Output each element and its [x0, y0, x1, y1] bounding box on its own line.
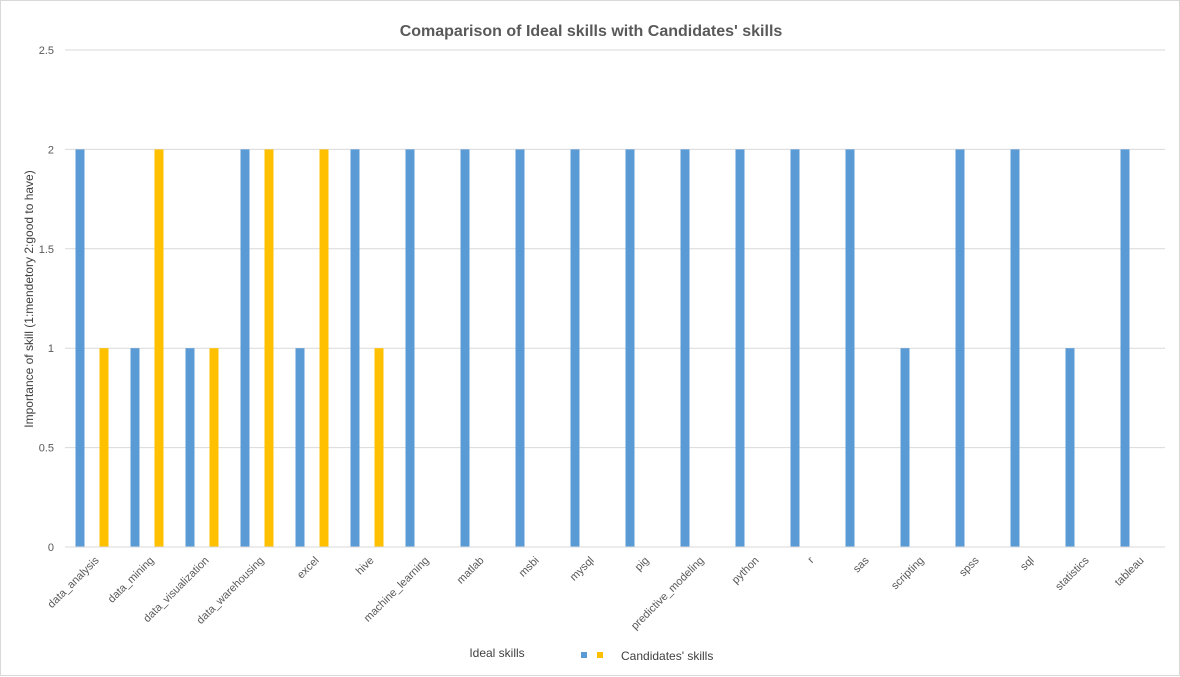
x-tick-label: r [806, 554, 817, 565]
x-axis-ticks: data_analysis data_miningdata_visualizati… [46, 554, 1147, 632]
bar-series-2-data_visualization [209, 348, 219, 547]
x-tick-label: tableau [1113, 555, 1147, 589]
x-tick-label: data_mining [106, 555, 157, 606]
bar-series-1-msbi [515, 149, 525, 547]
bar-series-1-machine_learning [405, 149, 415, 547]
x-tick-label: hive [354, 555, 377, 578]
y-tick-label: 2.5 [39, 45, 54, 57]
bar-series-1-matlab [460, 149, 470, 547]
x-tick-label: statistics [1053, 554, 1092, 593]
x-axis-label: Ideal skills [469, 646, 524, 660]
bar-series-1-data_visualization [185, 348, 195, 547]
x-tick-label: mysql [568, 555, 597, 584]
bar-series-1-data_analysis [75, 149, 85, 547]
bar-series-1-sas [845, 149, 855, 547]
x-tick-label: msbi [517, 555, 542, 580]
y-tick-label: 0.5 [39, 443, 54, 455]
legend-label-series-2: Candidates' skills [621, 649, 713, 663]
bar-series-1-statistics [1065, 348, 1075, 547]
bar-series-1-sql [1010, 149, 1020, 547]
y-axis-ticks: 0 0.5 1 1.5 2 2.5 [39, 45, 54, 554]
x-tick-label: matlab [455, 555, 487, 587]
gridlines [65, 49, 1165, 548]
x-tick-label: excel [295, 555, 322, 582]
y-axis-label: Importance of skill (1:mendetory 2:good … [22, 170, 36, 427]
bar-series-1-r [790, 149, 800, 547]
bar-series-1-python [735, 149, 745, 547]
x-tick-label: sas [851, 554, 872, 575]
bar-series-1-hive [350, 149, 360, 547]
bar-series-1-data_mining [130, 348, 140, 547]
bar-series-2-data_warehousing [264, 149, 274, 547]
bar-series-1-mysql [570, 149, 580, 547]
x-tick-label: scripting [889, 555, 926, 592]
bar-series-1-scripting [900, 348, 910, 547]
bar-series-1-tableau [1120, 149, 1130, 547]
x-tick-label: spss [957, 554, 982, 579]
y-tick-label: 1.5 [39, 244, 54, 256]
x-tick-label: pig [633, 555, 652, 574]
chart-title: Comaparison of Ideal skills with Candida… [400, 23, 783, 40]
y-tick-label: 0 [48, 542, 54, 554]
legend: Candidates' skills [581, 649, 713, 663]
bar-series-1-pig [625, 149, 635, 547]
legend-swatch-series-2 [597, 652, 603, 658]
y-tick-label: 2 [48, 144, 54, 156]
bar-series-2-hive [374, 348, 384, 547]
legend-swatch-series-1 [581, 652, 587, 658]
bar-series-1-excel [295, 348, 305, 547]
bar-series-1-predictive_modeling [680, 149, 690, 547]
bar-series-2-data_mining [154, 149, 164, 547]
y-tick-label: 1 [48, 343, 54, 355]
bar-series-1-spss [955, 149, 965, 547]
bar-series-2-excel [319, 149, 329, 547]
bar-series-2-data_analysis [99, 348, 109, 547]
bar-series-1-data_warehousing [240, 149, 250, 547]
x-tick-label: python [730, 555, 762, 587]
x-tick-label: sql [1018, 555, 1036, 573]
x-tick-label: data_analysis [46, 554, 102, 610]
bars [65, 149, 1165, 548]
